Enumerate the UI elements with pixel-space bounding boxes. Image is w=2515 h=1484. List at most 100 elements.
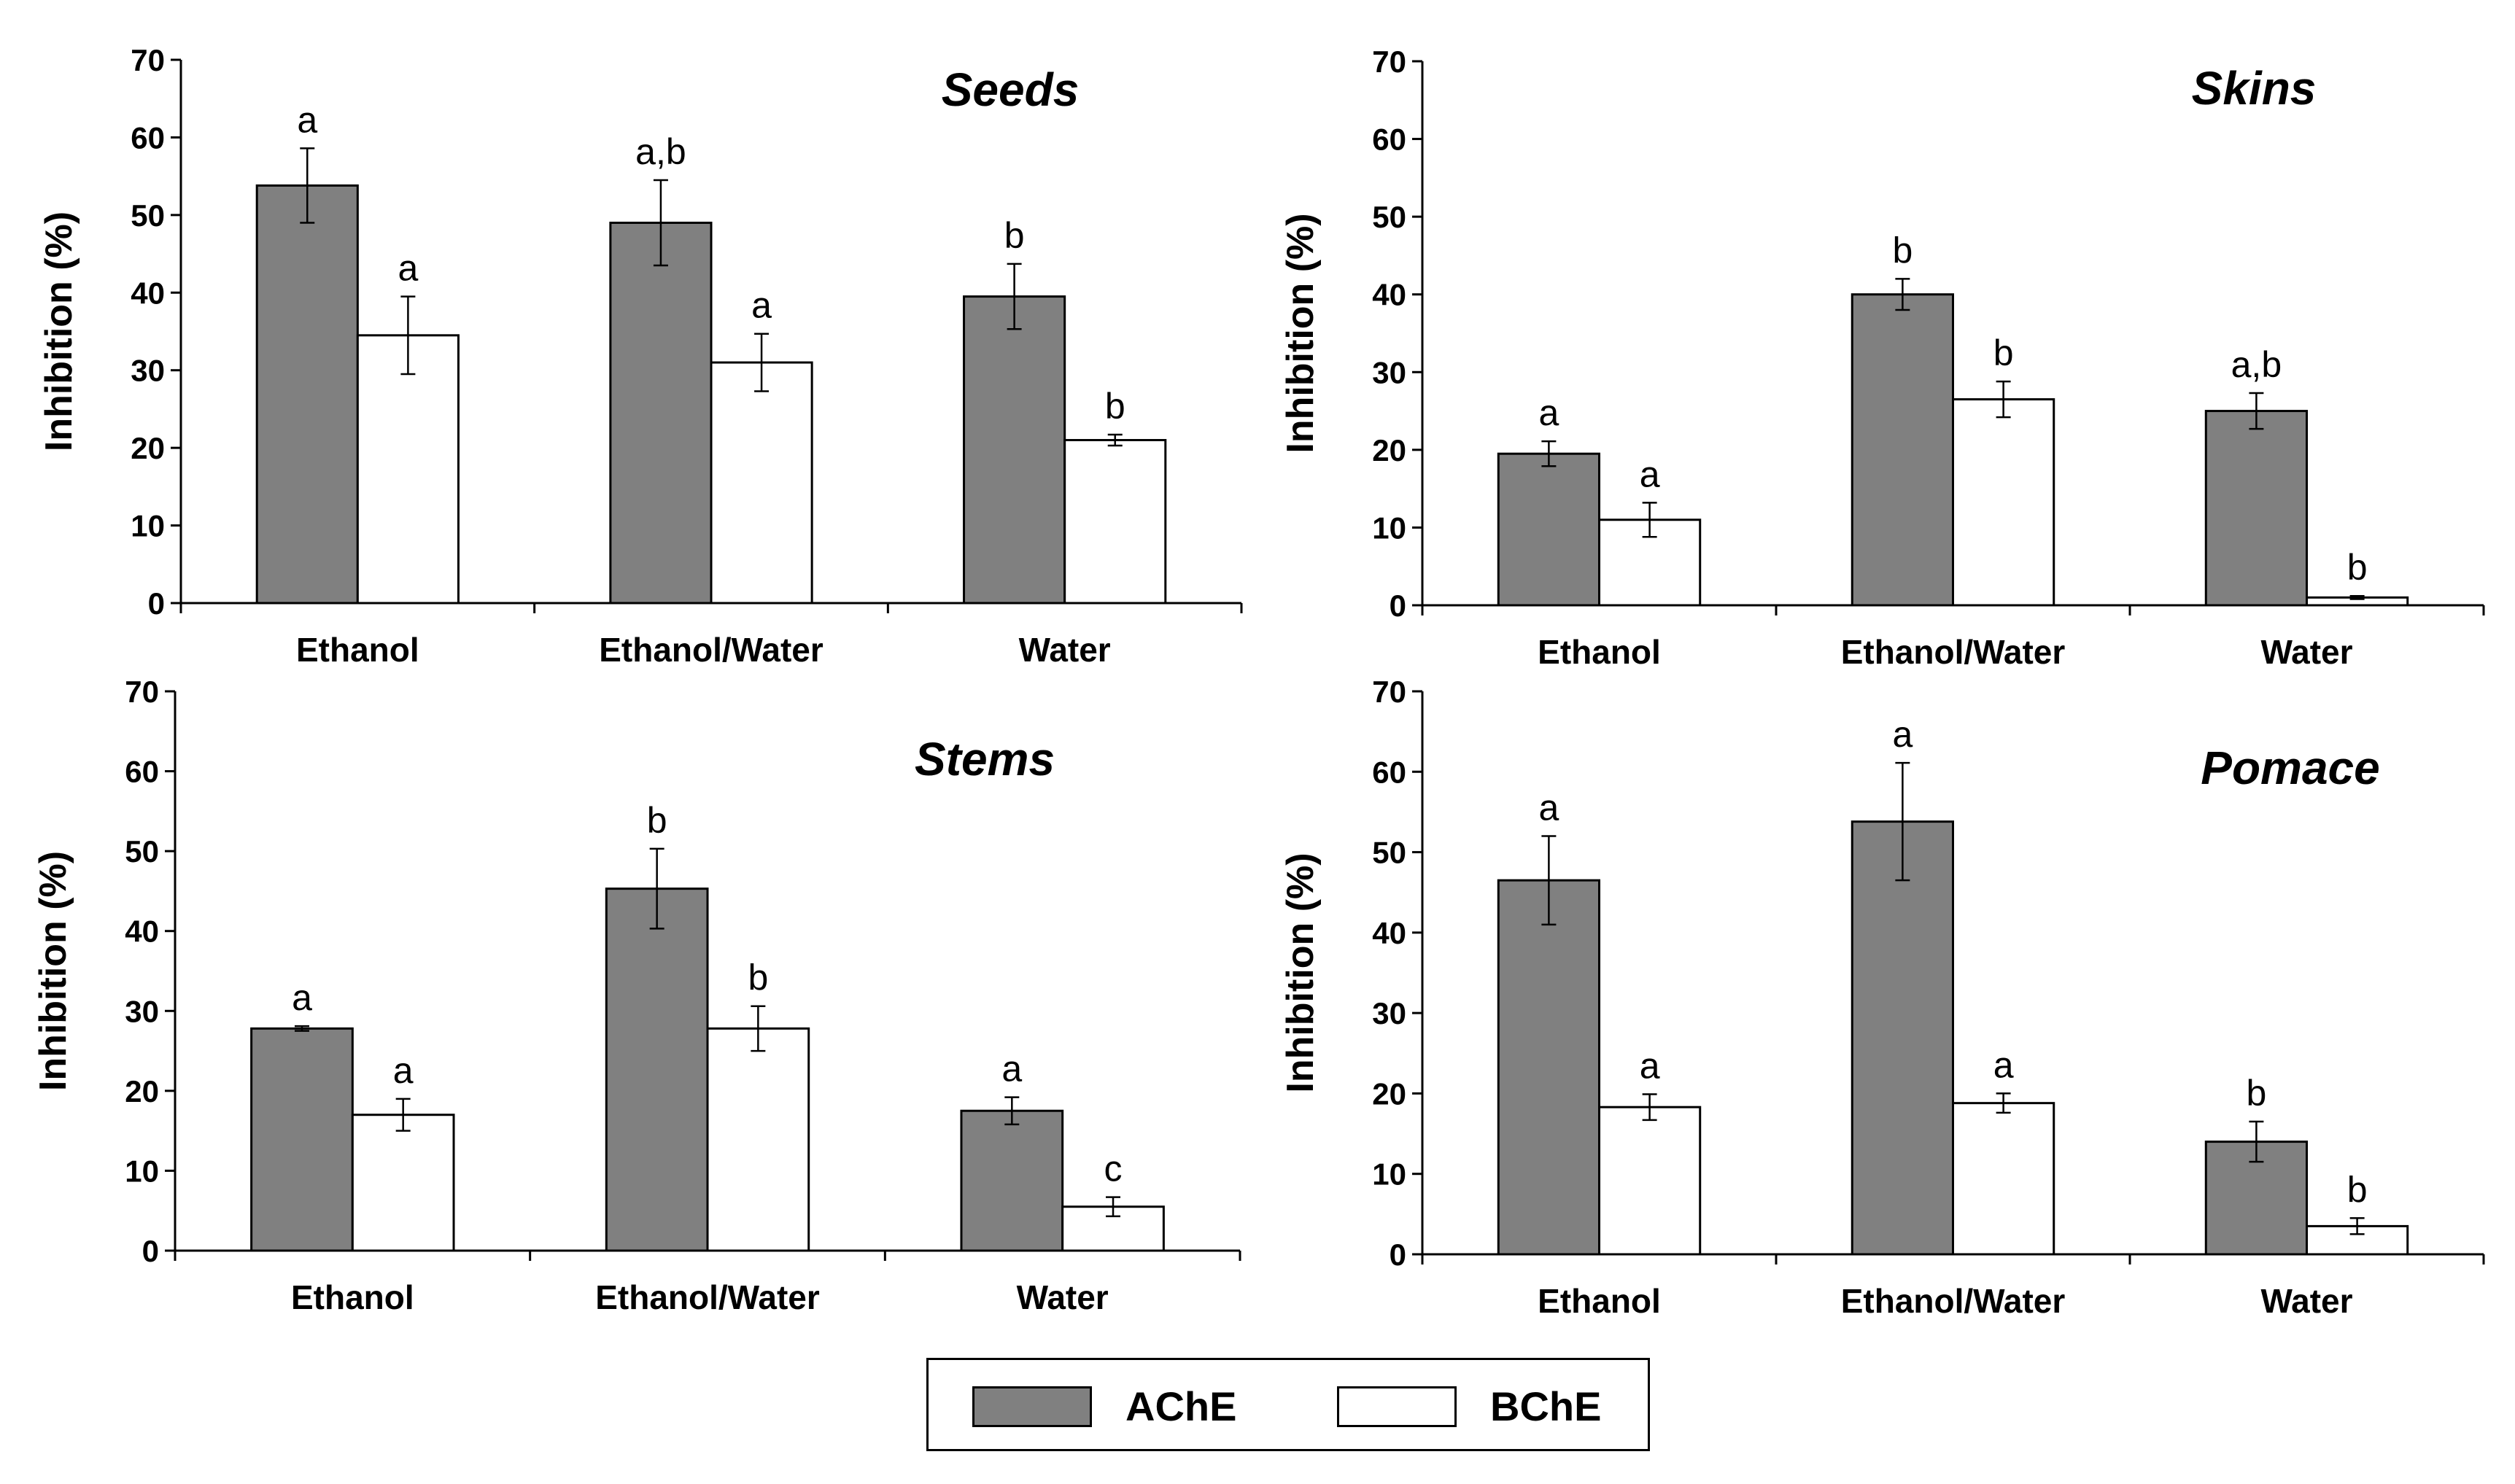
y-tick-label: 70 (1372, 44, 1406, 79)
y-axis-title: Inhibition (%) (38, 211, 80, 451)
x-tick-label: Water (2260, 633, 2352, 671)
bar-ache (609, 222, 713, 605)
legend-swatch-bche (1337, 1386, 1457, 1427)
y-tick-label: 50 (125, 834, 159, 869)
significance-label: a (1993, 1044, 2014, 1085)
y-tick-label: 20 (1372, 433, 1406, 467)
significance-label: b (647, 800, 667, 841)
x-tick-label: Ethanol/Water (1841, 1282, 2066, 1320)
significance-label: a (1538, 392, 1559, 433)
y-tick-label: 20 (131, 431, 165, 465)
x-tick-label: Water (2260, 1282, 2352, 1320)
significance-label: a,b (2231, 344, 2282, 385)
x-tick-label: Ethanol (1538, 1282, 1661, 1320)
significance-label: b (2347, 1169, 2368, 1210)
y-tick-label: 70 (131, 43, 165, 77)
x-tick-label: Ethanol (291, 1278, 414, 1316)
y-tick-label: 70 (1372, 675, 1406, 709)
significance-label: a (1001, 1049, 1022, 1089)
y-tick-label: 20 (1372, 1076, 1406, 1111)
x-tick-label: Ethanol/Water (595, 1278, 820, 1316)
bar-bche (351, 1114, 455, 1252)
chart-title: Stems (915, 733, 1055, 785)
y-tick-label: 10 (1372, 510, 1406, 545)
significance-label: b (748, 957, 768, 998)
bar-ache (960, 1109, 1064, 1252)
x-tick-label: Water (1019, 631, 1111, 669)
bar-bche (356, 334, 460, 605)
significance-label: a (393, 1050, 414, 1091)
y-tick-label: 10 (1372, 1157, 1406, 1192)
bar-bche (1063, 439, 1167, 605)
legend: AChE BChE (926, 1358, 1650, 1451)
y-tick-label: 60 (1372, 123, 1406, 157)
y-tick-label: 70 (125, 675, 159, 709)
bar-ache (250, 1027, 354, 1252)
significance-label: c (1104, 1149, 1123, 1189)
x-tick-label: Water (1017, 1278, 1109, 1316)
significance-label: a (1538, 788, 1559, 828)
chart-title: Seeds (942, 63, 1080, 116)
x-tick-label: Ethanol/Water (599, 631, 824, 669)
bar-bche (1952, 398, 2055, 607)
bar-bche (706, 1027, 810, 1252)
bar-ache (1497, 879, 1600, 1256)
significance-label: a (1892, 714, 1913, 755)
y-tick-label: 30 (131, 354, 165, 388)
y-tick-label: 50 (131, 198, 165, 233)
x-tick-label: Ethanol (296, 631, 419, 669)
x-tick-label: Ethanol (1538, 633, 1661, 671)
y-tick-label: 10 (131, 509, 165, 543)
significance-label: a,b (635, 131, 686, 172)
y-tick-label: 40 (1372, 916, 1406, 950)
y-axis-title: Inhibition (%) (1279, 213, 1322, 453)
bar-ache (605, 887, 709, 1252)
significance-label: a (1640, 454, 1660, 494)
y-axis-title: Inhibition (%) (32, 851, 74, 1091)
chart-title: Skins (2192, 62, 2317, 114)
significance-label: a (398, 248, 418, 289)
bar-bche (1952, 1102, 2055, 1256)
legend-swatch-ache (972, 1386, 1092, 1427)
chart-panel-pomace: 0 10 20 30 40 50 60 70 Ethanol Ethanol/Water Water… (1279, 675, 2485, 1320)
y-tick-label: 40 (125, 914, 159, 949)
significance-label: b (1993, 333, 2014, 373)
y-tick-label: 50 (1372, 200, 1406, 234)
y-tick-label: 0 (142, 1234, 159, 1268)
y-tick-label: 30 (1372, 355, 1406, 389)
legend-label-bche: BChE (1490, 1383, 1602, 1429)
bar-ache (255, 184, 359, 605)
bar-ache (1497, 452, 1600, 607)
y-tick-label: 10 (125, 1154, 159, 1188)
y-tick-label: 60 (131, 120, 165, 155)
y-tick-label: 40 (1372, 278, 1406, 312)
bar-ache (1851, 820, 1954, 1256)
significance-label: a (751, 285, 772, 326)
bar-bche (1598, 1106, 1702, 1256)
significance-label: a (1640, 1046, 1660, 1087)
y-tick-label: 50 (1372, 836, 1406, 870)
significance-label: b (2347, 547, 2368, 588)
y-tick-label: 30 (1372, 996, 1406, 1030)
significance-label: a (297, 99, 317, 140)
bar-bche (710, 361, 813, 605)
y-tick-label: 0 (148, 586, 165, 621)
x-tick-label: Ethanol/Water (1841, 633, 2066, 671)
chart-panel-skins: 0 10 20 30 40 50 60 70 Ethanol Ethanol/Water Water… (1279, 44, 2485, 671)
y-tick-label: 20 (125, 1074, 159, 1108)
significance-label: b (1105, 386, 1125, 427)
significance-label: b (1892, 230, 1913, 271)
bar-ache (1851, 293, 1954, 607)
y-axis-title: Inhibition (%) (1279, 852, 1322, 1092)
significance-label: b (1004, 215, 1025, 256)
y-tick-label: 60 (1372, 755, 1406, 789)
y-tick-label: 60 (125, 755, 159, 789)
significance-label: b (2246, 1073, 2266, 1114)
significance-label: a (292, 977, 312, 1018)
bar-ache (963, 295, 1066, 605)
chart-title: Pomace (2201, 742, 2379, 794)
chart-panel-stems: 0 10 20 30 40 50 60 70 Ethanol Ethanol/Water Water… (32, 675, 1241, 1316)
chart-panel-seeds: 0 10 20 30 40 50 60 70 Ethanol Ethanol/Water Water… (38, 43, 1243, 669)
bar-ache (2204, 410, 2308, 607)
